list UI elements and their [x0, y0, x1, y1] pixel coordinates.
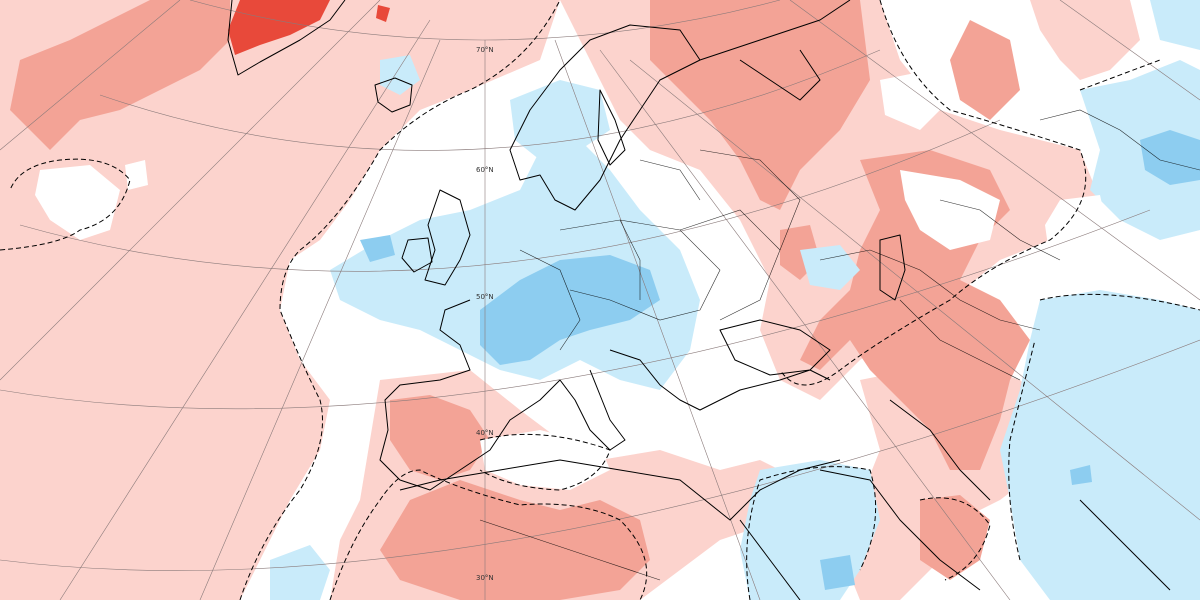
meridian-e20 [554, 39, 761, 600]
balkans-coast [609, 349, 831, 411]
warm-strong-fields [228, 0, 390, 55]
arctic-russia-coast [699, 0, 851, 61]
meridian-e60 [629, 59, 1200, 521]
gulf-of-bothnia [597, 89, 626, 166]
north-africa-coast [399, 459, 841, 521]
parallel-40n [0, 209, 1151, 410]
parallel-30n [0, 339, 1200, 571]
country-borders [479, 109, 1200, 581]
meridian-e100 [1059, 0, 1200, 101]
red-sea [739, 519, 801, 600]
black-sea [719, 319, 831, 376]
parallel-50n [19, 119, 1001, 272]
iceland-coast [374, 77, 413, 113]
latitude-labels: 70°N 60°N 50°N 40°N 30°N [476, 46, 494, 582]
coastlines [227, 0, 1171, 600]
british-isles [424, 189, 471, 286]
white-sea [739, 49, 821, 101]
greenland-coast [227, 0, 346, 76]
persian-gulf [889, 399, 991, 501]
western-europe-coast [379, 299, 561, 491]
ireland [401, 237, 433, 273]
lat-label-70n: 70°N [476, 46, 494, 54]
meridian-w30 [59, 19, 431, 600]
parallel-70n [189, 0, 781, 41]
meridian-w40 [0, 0, 381, 381]
meridian-e40 [599, 49, 1011, 600]
lat-label-60n: 60°N [476, 166, 494, 174]
meridian-w60 [0, 0, 181, 151]
arabia-coast [819, 469, 981, 591]
cool-medium-fields [360, 130, 1200, 590]
near-zero-patches [35, 70, 1110, 490]
lat-label-50n: 50°N [476, 293, 494, 301]
italy-coast [559, 369, 626, 451]
lat-label-40n: 40°N [476, 429, 494, 437]
cool-light-fields [270, 0, 1200, 600]
scandinavia-coast [509, 24, 701, 211]
meridian-e80 [789, 0, 1200, 301]
meridian-w20 [199, 39, 441, 600]
india-coast [1079, 499, 1171, 591]
caspian-sea [879, 234, 906, 301]
lat-label-30n: 30°N [476, 574, 494, 582]
